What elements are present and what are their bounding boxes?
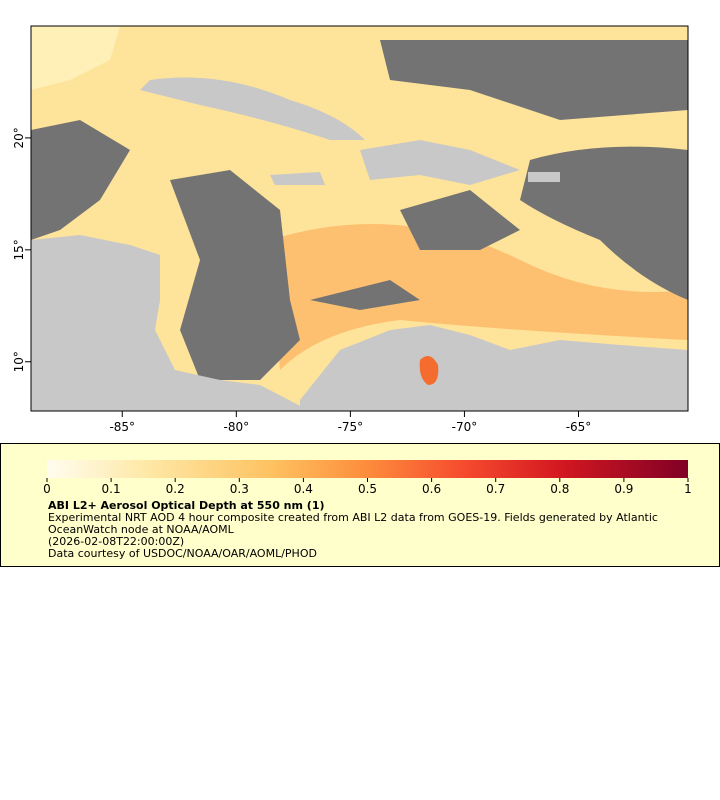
colorbar-tick-label: 0.8 (550, 482, 569, 496)
no-data (380, 40, 688, 120)
land (528, 172, 560, 182)
colorbar-tick-label: 0.2 (166, 482, 185, 496)
no-data (31, 120, 130, 240)
legend-time: (2026-02-08T22:00:00Z) (48, 535, 185, 548)
land (140, 77, 365, 140)
x-tick-label: -70° (452, 420, 478, 434)
y-tick-label: 10° (12, 351, 26, 372)
colorbar-tick-label: 0.7 (486, 482, 505, 496)
no-data (310, 280, 420, 310)
colorbar-tick-label: 0 (43, 482, 51, 496)
legend-description: Experimental NRT AOD 4 hour composite cr… (48, 511, 658, 536)
land (31, 235, 310, 411)
y-tick-label: 15° (12, 239, 26, 260)
legend-text: ABI L2+ Aerosol Optical Depth at 550 nm … (48, 500, 688, 560)
legend-credit: Data courtesy of USDOC/NOAA/OAR/AOML/PHO… (48, 547, 317, 560)
colorbar (47, 460, 688, 478)
legend-title: ABI L2+ Aerosol Optical Depth at 550 nm … (48, 499, 325, 512)
land (270, 172, 325, 185)
colorbar-tick-label: 0.1 (102, 482, 121, 496)
x-tick-label: -85° (109, 420, 135, 434)
colorbar-tick-label: 0.4 (294, 482, 313, 496)
no-data (170, 170, 300, 380)
x-tick-label: -75° (338, 420, 364, 434)
colorbar-tick-label: 0.3 (230, 482, 249, 496)
colorbar-tick-label: 0.5 (358, 482, 377, 496)
aod-field (31, 26, 120, 90)
aod-field (419, 356, 439, 385)
map (31, 26, 688, 411)
x-tick-label: -80° (224, 420, 250, 434)
map-frame (30, 25, 689, 412)
land (360, 140, 520, 185)
colorbar-tick-label: 0.9 (614, 482, 633, 496)
land (300, 325, 688, 411)
no-data (400, 190, 520, 250)
colorbar-tick-label: 1 (684, 482, 692, 496)
x-tick-label: -65° (566, 420, 592, 434)
no-data (520, 146, 688, 300)
colorbar-tick-label: 0.6 (422, 482, 441, 496)
y-tick-label: 20° (12, 127, 26, 148)
aod-field (270, 224, 688, 370)
